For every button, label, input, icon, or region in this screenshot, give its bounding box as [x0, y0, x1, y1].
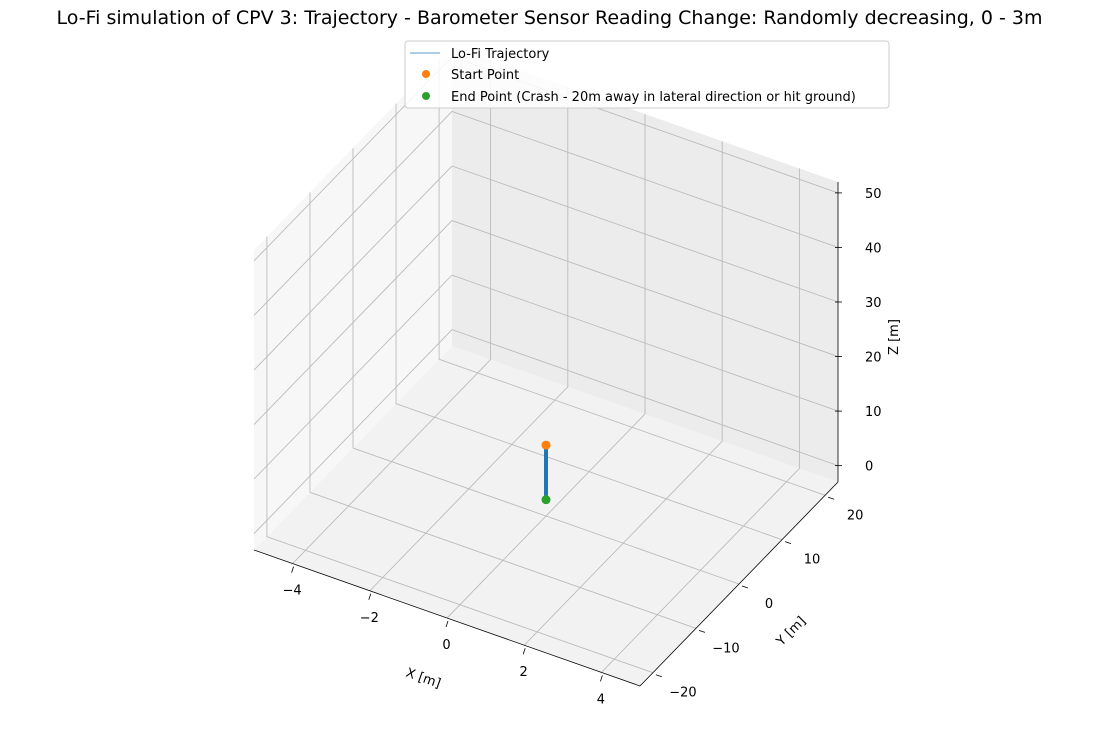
grid-lines	[253, 56, 839, 674]
y-tick-label: −10	[712, 641, 739, 656]
z-gridline	[253, 329, 839, 534]
x-tick-label: 4	[597, 692, 605, 707]
y-gridline	[395, 103, 783, 541]
x-gridline	[523, 141, 723, 646]
start-point-marker	[541, 440, 551, 450]
axis-lines	[253, 182, 839, 687]
x-tick-mark	[445, 620, 449, 628]
x-tick-mark	[368, 593, 372, 600]
y-axis-label: Y [m]	[773, 614, 809, 650]
y-tick-label: −20	[669, 686, 696, 701]
x-gridline	[292, 59, 492, 564]
z-tick-label: 10	[865, 405, 882, 420]
x-tick-mark	[291, 566, 294, 573]
legend: Lo-Fi Trajectory Start Point End Point (…	[404, 40, 890, 109]
y-gridline	[309, 192, 697, 629]
x-tick-mark	[522, 648, 526, 655]
x-gridline	[369, 86, 569, 592]
z-tick-label: 40	[865, 241, 882, 256]
y-gridline	[352, 148, 740, 585]
y-tick-label: 0	[765, 597, 773, 612]
x-tick-mark	[600, 675, 603, 682]
legend-end-marker	[422, 92, 430, 100]
x-gridline	[601, 168, 800, 673]
z-tick-label: 50	[865, 187, 882, 202]
x-tick-label: 0	[442, 638, 450, 653]
chart-title: Lo-Fi simulation of CPV 3: Trajectory - …	[57, 7, 1043, 29]
z-gridline	[253, 220, 839, 425]
y-gridline	[266, 236, 654, 674]
end-point-marker	[541, 495, 551, 505]
z-gridline	[253, 274, 839, 480]
x-tick-label: −4	[283, 584, 302, 599]
y-tick-label: 10	[804, 553, 821, 568]
z-tick-label: 30	[865, 296, 882, 311]
y-tick-label: 20	[847, 508, 864, 523]
y-tick-mark	[827, 496, 835, 500]
legend-start-marker	[422, 70, 430, 78]
legend-label-end: End Point (Crash - 20m away in lateral d…	[451, 90, 856, 105]
x-axis-label: X [m]	[404, 666, 443, 692]
data-series	[541, 440, 551, 505]
y-axis-line	[639, 481, 839, 687]
legend-label-trajectory: Lo-Fi Trajectory	[451, 47, 550, 62]
z-tick-label: 0	[865, 460, 873, 475]
legend-frame	[404, 40, 890, 109]
y-gridline	[438, 59, 826, 496]
y-tick-mark	[698, 629, 706, 633]
x-tick-label: −2	[360, 611, 379, 626]
z-gridline	[253, 165, 839, 371]
z-axis-label: Z [m]	[887, 319, 902, 355]
legend-label-start: Start Point	[451, 68, 519, 83]
x-axis-line	[253, 549, 641, 687]
y-tick-mark	[655, 674, 663, 678]
y-tick-mark	[784, 541, 792, 545]
y-tick-mark	[741, 585, 749, 589]
z-tick-label: 20	[865, 351, 882, 366]
x-tick-label: 2	[520, 665, 528, 680]
x-gridline	[446, 114, 646, 619]
axes-panes	[254, 46, 838, 686]
z-gridline	[253, 110, 839, 316]
